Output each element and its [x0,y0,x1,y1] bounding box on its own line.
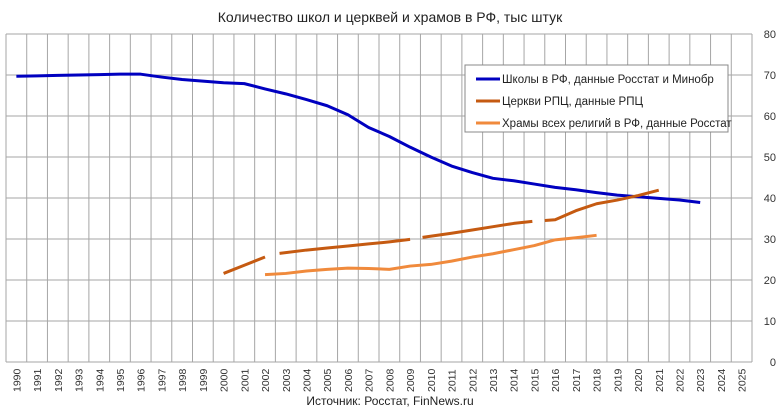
x-tick-label: 2011 [447,369,459,392]
y-tick-label: 0 [770,357,776,369]
x-tick-label: 1990 [11,368,23,392]
y-tick-label: 80 [764,29,776,41]
x-tick-label: 2004 [301,368,313,392]
legend-label: Школы в РФ, данные Росстат и Минобр [502,74,714,86]
x-tick-label: 2005 [322,368,334,392]
x-tick-label: 2006 [343,368,355,392]
legend-label: Храмы всех религий в РФ, данные Росстат [502,118,732,130]
x-tick-label: 2000 [219,368,231,392]
x-tick-label: 2009 [405,368,417,392]
x-tick-label: 2024 [716,368,728,392]
x-tick-label: 1995 [115,368,127,392]
x-tick-label: 2022 [674,368,686,392]
x-tick-label: 2014 [509,368,521,392]
y-tick-label: 50 [764,152,776,164]
series-line-1 [16,72,701,204]
x-tick-label: 2020 [633,368,645,392]
series-line-2 [544,188,660,223]
x-tick-label: 1994 [94,368,106,392]
x-tick-label: 1998 [177,368,189,392]
x-tick-label: 2003 [281,368,293,392]
y-tick-label: 10 [764,316,776,328]
x-tick-label: 2008 [384,368,396,392]
x-tick-label: 1997 [156,368,168,392]
x-tick-label: 1992 [53,368,65,392]
series-line-2 [422,219,533,239]
y-tick-label: 70 [764,70,776,82]
x-tick-label: 2023 [695,368,707,392]
x-tick-label: 1991 [32,368,44,392]
x-tick-label: 2019 [612,368,624,392]
x-tick-label: 2025 [737,368,749,392]
x-tick-label: 1996 [136,368,148,392]
y-tick-label: 20 [764,275,776,287]
x-tick-label: 2015 [529,368,541,392]
legend-box [464,64,729,133]
x-tick-label: 1993 [74,368,86,392]
y-tick-label: 30 [764,234,776,246]
x-tick-label: 2010 [426,368,438,392]
legend-label: Церкви РПЦ, данные РПЦ [502,96,643,108]
chart-title: Количество школ и церквей и храмов в РФ,… [218,9,563,25]
x-tick-label: 2017 [571,368,583,392]
x-tick-label: 2007 [364,368,376,392]
y-tick-label: 60 [764,111,776,123]
series-line-3 [264,233,597,277]
legend: Школы в РФ, данные Росстат и Минобр Церкв… [464,64,732,133]
x-tick-label: 2013 [488,368,500,392]
x-tick-label: 2021 [654,368,666,392]
x-tick-label: 2001 [239,368,251,392]
x-tick-label: 2012 [467,368,479,392]
x-tick-label: 2002 [260,368,272,392]
y-tick-label: 40 [764,193,776,205]
source-note: Источник: Росстат, FinNews.ru [306,394,473,408]
series-line-2 [279,237,411,255]
x-tick-label: 1999 [198,368,210,392]
series-line-2 [223,255,266,275]
x-tick-label: 2016 [550,368,562,392]
x-tick-label: 2018 [592,368,604,392]
